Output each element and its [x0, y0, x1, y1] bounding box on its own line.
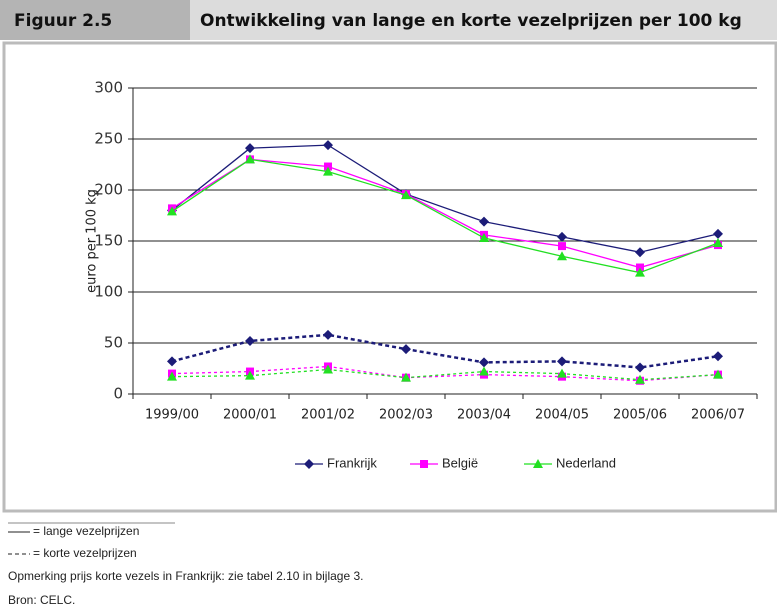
- legend-marker: [533, 459, 543, 468]
- y-axis-label: euro per 100 kg: [85, 189, 100, 293]
- point: [401, 344, 411, 355]
- point: [401, 190, 411, 200]
- point: [245, 143, 255, 154]
- y-tick-label: 200: [94, 181, 123, 199]
- figure-label: Figuur 2.5: [14, 11, 112, 31]
- legend-label: Nederland: [556, 455, 616, 470]
- y-tick-label: 100: [94, 283, 123, 301]
- note: = korte vezelprijzen: [33, 546, 137, 560]
- label-box: [0, 0, 190, 40]
- point: [557, 368, 567, 378]
- point: [167, 356, 177, 367]
- point: [635, 247, 645, 258]
- point: [167, 371, 177, 381]
- point: [324, 162, 332, 171]
- point: [713, 369, 723, 379]
- point: [479, 216, 489, 227]
- note: Opmerking prijs korte vezels in Frankrij…: [8, 569, 364, 583]
- point: [323, 140, 333, 151]
- y-tick-label: 300: [94, 79, 123, 97]
- x-tick-label: 2003/04: [457, 408, 511, 423]
- point: [323, 364, 333, 374]
- point: [557, 231, 567, 242]
- point: [558, 242, 566, 251]
- x-tick-label: 2006/07: [691, 408, 745, 423]
- note: = lange vezelprijzen: [33, 524, 139, 538]
- x-tick-label: 2005/06: [613, 408, 667, 423]
- x-tick-label: 2004/05: [535, 408, 589, 423]
- short-line: [171, 333, 719, 369]
- y-tick-label: 50: [104, 334, 123, 352]
- point: [557, 356, 567, 367]
- short-line: [171, 365, 719, 382]
- point: [713, 228, 723, 239]
- legend-label: Frankrijk: [327, 455, 377, 470]
- long-line: [171, 158, 719, 269]
- point: [323, 329, 333, 340]
- point: [635, 267, 645, 277]
- point: [245, 154, 255, 164]
- point: [713, 238, 723, 248]
- short-line: [171, 368, 719, 381]
- title-box: [190, 0, 777, 40]
- legend-label: België: [442, 455, 478, 470]
- point: [479, 366, 489, 376]
- point: [479, 357, 489, 368]
- point: [245, 335, 255, 346]
- long-line: [171, 158, 719, 274]
- point: [635, 374, 645, 384]
- point: [636, 263, 644, 272]
- point: [713, 351, 723, 362]
- legend-marker: [420, 460, 428, 468]
- point: [401, 372, 411, 382]
- y-tick-label: 250: [94, 130, 123, 148]
- chart-frame: [2, 41, 777, 513]
- point: [323, 166, 333, 176]
- point: [635, 362, 645, 373]
- legend-marker: [304, 459, 314, 469]
- x-tick-label: 2002/03: [379, 408, 433, 423]
- x-tick-label: 2000/01: [223, 408, 277, 423]
- point: [167, 206, 177, 216]
- point: [557, 251, 567, 261]
- point: [479, 232, 489, 242]
- y-tick-label: 0: [113, 385, 123, 403]
- long-line: [171, 144, 719, 253]
- x-tick-label: 2001/02: [301, 408, 355, 423]
- point: [245, 370, 255, 380]
- x-tick-label: 1999/00: [145, 408, 199, 423]
- chart-title: Ontwikkeling van lange en korte vezelpri…: [200, 11, 742, 31]
- note: Bron: CELC.: [8, 593, 75, 607]
- y-tick-label: 150: [94, 232, 123, 250]
